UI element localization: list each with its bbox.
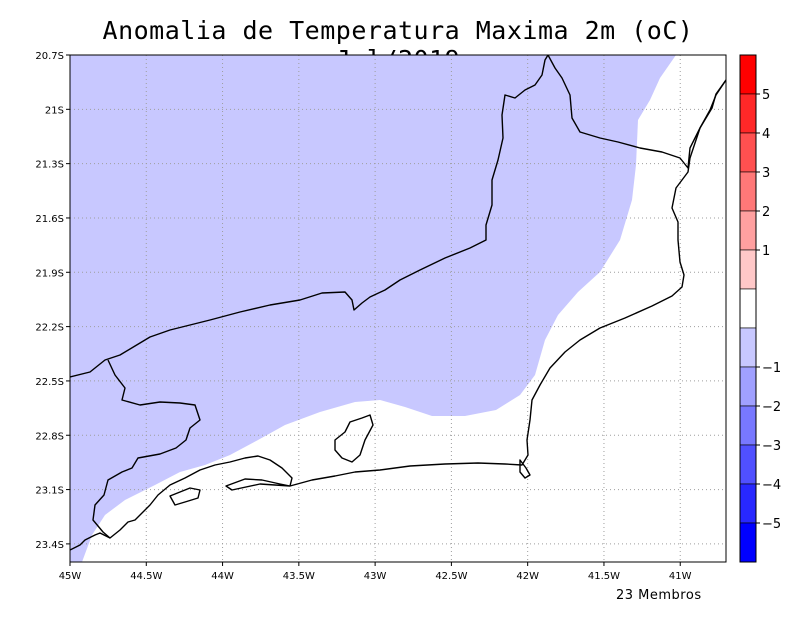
grid-lines — [70, 55, 726, 562]
lon-tick-label: 41.5W — [588, 571, 620, 582]
colorbar-label: −5 — [762, 517, 781, 532]
colorbar-swatch — [739, 405, 757, 446]
lon-tick-label: 41W — [669, 571, 692, 582]
lat-tick-label: 23.4S — [35, 540, 64, 551]
bay-islands — [334, 414, 374, 463]
negative-anomaly-region — [70, 55, 676, 562]
colorbar-swatch — [739, 327, 757, 368]
colorbar-label: 5 — [762, 88, 770, 103]
colorbar-swatch — [739, 522, 757, 563]
colorbar-swatch — [739, 54, 757, 95]
lat-tick-label: 22.5S — [35, 377, 64, 388]
lat-tick-label: 23.1S — [35, 486, 64, 497]
colorbar-label: −2 — [762, 400, 781, 415]
colorbar-swatch — [739, 249, 757, 290]
lat-tick-label: 22.2S — [35, 323, 64, 334]
colorbar-swatch — [739, 483, 757, 524]
island-ilha-grande — [169, 487, 201, 506]
colorbar-frame — [739, 54, 757, 563]
lon-tick-label: 44W — [211, 571, 234, 582]
longitude-axis: 45W 44.5W 44W 43.5W 43W 42.5W 42W 41.5W 41W — [59, 562, 692, 582]
state-border-line — [70, 55, 726, 378]
latitude-axis: 20.7S 21S 21.3S 21.6S 21.9S 22.2S 22.5S 22.8S 23… — [35, 51, 70, 551]
lon-tick-label: 43.5W — [283, 571, 315, 582]
lon-tick-label: 43W — [364, 571, 387, 582]
colorbar-swatch — [739, 132, 757, 173]
colorbar-swatch — [739, 210, 757, 251]
colorbar-swatch — [739, 444, 757, 485]
colorbar-label: −4 — [762, 478, 781, 493]
colorbar-label: 4 — [762, 127, 770, 142]
colorbar-swatch — [739, 171, 757, 212]
lon-tick-label: 44.5W — [130, 571, 162, 582]
lat-tick-label: 21.3S — [35, 160, 64, 171]
plot-frame — [69, 54, 727, 563]
members-footnote: 23 Membros — [616, 588, 702, 603]
colorbar-swatch — [739, 288, 757, 329]
colorbar-swatch — [739, 366, 757, 407]
lon-tick-label: 42W — [516, 571, 539, 582]
lon-tick-label: 42.5W — [435, 571, 467, 582]
colorbar-label: 3 — [762, 166, 770, 181]
colorbar-label: −1 — [762, 361, 781, 376]
colorbar-swatch — [739, 93, 757, 134]
lat-tick-label: 21.9S — [35, 268, 64, 279]
lat-tick-label: 21.6S — [35, 214, 64, 225]
lat-tick-label: 21S — [45, 105, 64, 116]
colorbar-label: −3 — [762, 439, 781, 454]
coast-inlet — [519, 459, 531, 479]
coastline — [70, 79, 726, 551]
inland-border-line — [92, 359, 201, 539]
colorbar-label: 1 — [762, 244, 770, 259]
lat-tick-label: 22.8S — [35, 431, 64, 442]
lat-tick-label: 20.7S — [35, 51, 64, 62]
lon-tick-label: 45W — [59, 571, 82, 582]
colorbar-label: 2 — [762, 205, 770, 220]
colorbar: 5 4 3 2 1 −1 −2 −3 −4 −5 — [739, 54, 781, 563]
